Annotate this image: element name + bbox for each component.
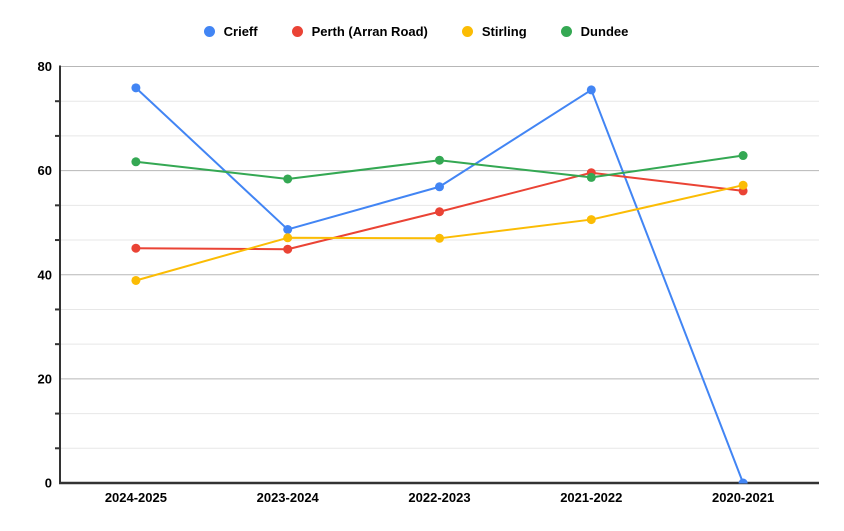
legend-swatch-icon: [203, 26, 215, 37]
series-line: [135, 184, 744, 282]
series-dundee: [131, 151, 748, 184]
data-point: [283, 244, 293, 254]
x-axis-label: 2024-2025: [105, 490, 167, 505]
legend-item-dundee[interactable]: Dundee: [560, 24, 629, 39]
data-point: [586, 172, 596, 182]
x-axis-label: 2021-2022: [560, 490, 622, 505]
data-point: [435, 233, 444, 243]
x-axis-label: 2020-2021: [712, 490, 774, 505]
y-axis-label: 80: [38, 59, 52, 74]
chart-legend: Crieff Perth (Arran Road) Stirling Dundee: [0, 24, 832, 39]
legend-swatch-icon: [461, 26, 473, 37]
data-point: [738, 180, 748, 190]
series-stirling: [131, 180, 748, 285]
legend-label: Stirling: [481, 24, 527, 39]
data-point: [435, 182, 444, 192]
legend-swatch-icon: [291, 26, 303, 37]
data-point: [283, 233, 293, 243]
data-point: [131, 83, 141, 93]
legend-label: Dundee: [580, 24, 629, 39]
legend-label: Crieff: [223, 24, 258, 39]
y-axis-label: 0: [45, 476, 52, 491]
legend-item-crieff[interactable]: Crieff: [203, 24, 258, 39]
x-axis-label: 2023-2024: [257, 490, 320, 505]
data-point: [586, 215, 596, 225]
y-axis-labels: 0 20 40 60 80: [38, 59, 52, 491]
data-point: [738, 478, 748, 484]
x-axis-label: 2022-2023: [408, 490, 470, 505]
x-axis-labels: 2024-2025 2023-2024 2022-2023 2021-2022 2020…: [105, 490, 774, 505]
data-point: [586, 85, 596, 95]
y-major-gridlines: [60, 66, 819, 380]
y-axis-label: 20: [38, 371, 52, 386]
series-line: [135, 87, 745, 484]
y-axis-label: 60: [38, 163, 52, 178]
data-point: [435, 207, 444, 217]
data-point: [283, 174, 293, 184]
series-group: [131, 83, 748, 484]
data-point: [738, 151, 748, 161]
series-perth-arran-road: [131, 168, 748, 254]
data-point: [131, 157, 141, 167]
legend-item-stirling[interactable]: Stirling: [461, 24, 527, 39]
legend-label: Perth (Arran Road): [311, 24, 428, 39]
series-crieff: [131, 83, 748, 484]
y-axis-label: 40: [38, 267, 52, 282]
data-point: [131, 243, 141, 253]
data-point: [131, 275, 141, 285]
data-point: [435, 155, 444, 165]
legend-item-perth-arran-road[interactable]: Perth (Arran Road): [291, 24, 428, 39]
data-point: [283, 224, 293, 234]
legend-swatch-icon: [560, 26, 572, 37]
